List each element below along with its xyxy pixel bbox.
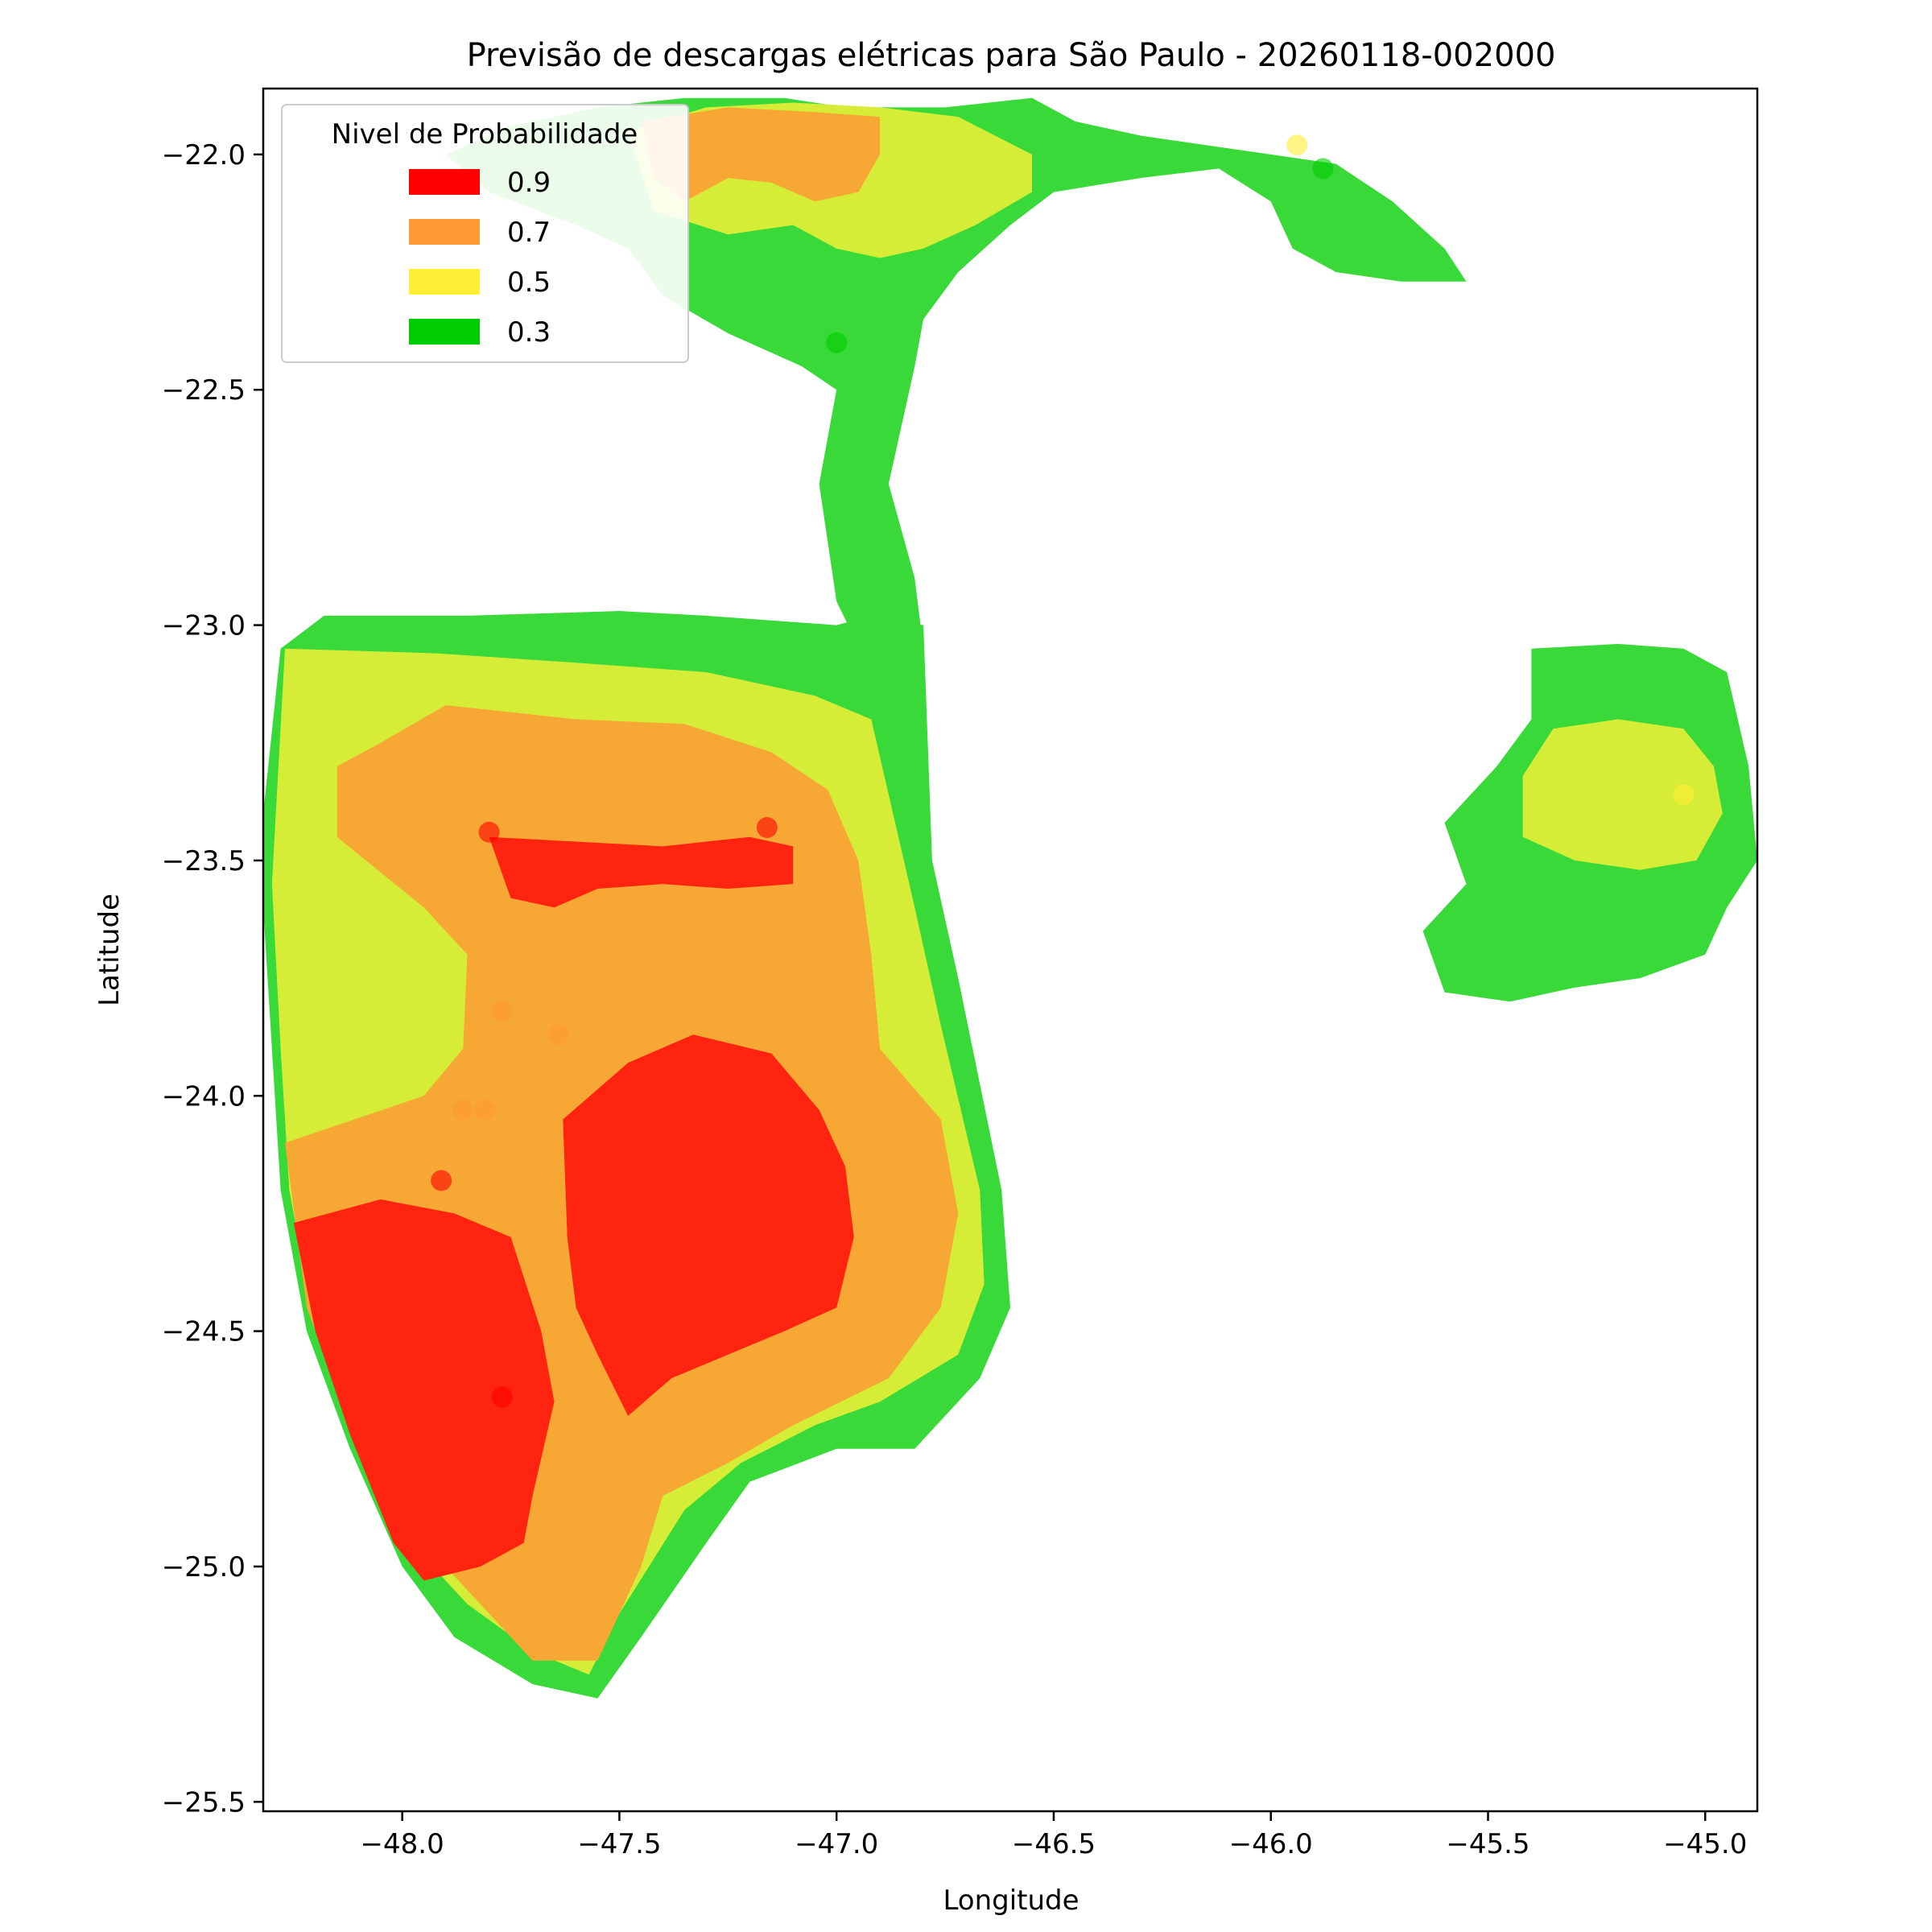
y-tick-label: −23.5: [162, 845, 246, 877]
region-level-09-3: [293, 1199, 555, 1581]
region-level-09-5: [489, 836, 794, 908]
legend-swatch-03: [409, 319, 480, 345]
lightning-point-1: [756, 817, 778, 838]
x-tick-label: −47.5: [577, 1828, 661, 1860]
axes-frame: [262, 87, 1759, 1813]
x-tick-label: −48.0: [361, 1828, 444, 1860]
lightning-point-6: [452, 1099, 474, 1121]
lightning-point-2: [431, 1170, 452, 1191]
lightning-point-10: [1312, 158, 1334, 180]
lightning-point-3: [491, 1386, 513, 1408]
legend-swatch-07: [409, 219, 480, 245]
y-tick-label: −25.0: [162, 1551, 246, 1583]
legend-label-07: 0.7: [507, 217, 551, 249]
probability-regions: [263, 97, 1757, 1699]
legend-box: [281, 104, 689, 363]
legend-label-09: 0.9: [507, 167, 551, 199]
lightning-point-8: [826, 332, 848, 353]
lightning-point-4: [491, 1001, 513, 1022]
region-level-05-10: [1522, 719, 1723, 870]
x-tick-label: −47.0: [795, 1828, 878, 1860]
plot-area: [263, 97, 1757, 1699]
lightning-point-11: [1673, 784, 1695, 805]
legend-label-05: 0.5: [507, 266, 551, 299]
lightning-point-0: [478, 821, 500, 843]
x-axis-label: Longitude: [943, 1885, 1079, 1917]
region-level-09-4: [563, 1034, 854, 1416]
legend-entries: 0.9 0.7 0.5 0.3: [409, 167, 551, 349]
x-tick-label: −46.5: [1012, 1828, 1096, 1860]
y-axis-ticks: −22.0 −22.5 −23.0 −23.5 −24.0 −24.5 −25.0 −25.5: [162, 139, 263, 1818]
lightning-points: [431, 134, 1695, 1408]
y-tick-label: −23.0: [162, 610, 246, 642]
x-axis-ticks: −48.0 −47.5 −47.0 −46.5 −46.0 −45.5 −45.0: [361, 1811, 1747, 1860]
legend-title: Nivel de Probabilidade: [332, 118, 638, 151]
legend-swatch-05: [409, 269, 480, 295]
y-axis-label: Latitude: [93, 894, 126, 1006]
region-level-03-6: [445, 97, 1467, 672]
y-tick-label: −25.5: [162, 1786, 246, 1818]
y-tick-label: −22.0: [162, 139, 246, 171]
lightning-point-5: [547, 1024, 569, 1046]
chart-title: Previsão de descargas elétricas para São…: [467, 37, 1556, 74]
legend-swatch-09: [409, 169, 480, 195]
legend: Nivel de Probabilidade 0.9 0.7 0.5 0.3: [281, 104, 689, 363]
y-tick-label: −24.0: [162, 1080, 246, 1113]
legend-label-03: 0.3: [507, 316, 551, 349]
lightning-point-9: [1286, 134, 1308, 156]
x-tick-label: −45.5: [1446, 1828, 1530, 1860]
y-tick-label: −22.5: [162, 374, 246, 407]
region-level-07-8: [641, 107, 881, 202]
x-tick-label: −45.0: [1663, 1828, 1747, 1860]
y-tick-label: −24.5: [162, 1316, 246, 1348]
x-tick-label: −46.0: [1229, 1828, 1313, 1860]
lightning-point-7: [474, 1099, 496, 1121]
